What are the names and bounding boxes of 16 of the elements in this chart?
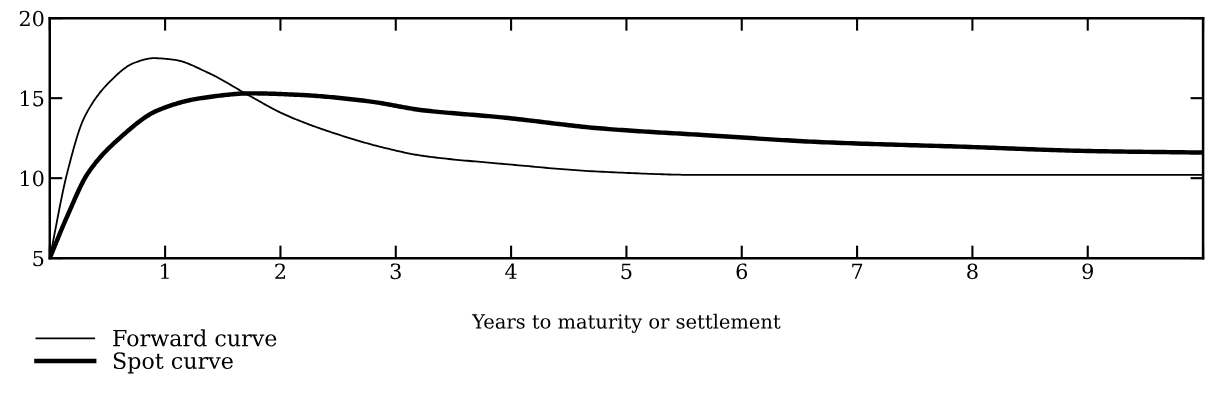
x-tick-label: 6 <box>736 263 748 280</box>
x-tick-label: 3 <box>390 263 401 280</box>
y-tick-label: 5 <box>33 250 44 267</box>
y-tick-label: 20 <box>19 10 44 27</box>
legend-label: Forward curve <box>113 329 277 347</box>
y-tick-label: 15 <box>20 90 44 107</box>
x-tick-label: 1 <box>161 263 169 279</box>
legend-label: Spot curve <box>113 352 233 374</box>
x-tick-label: 8 <box>967 263 978 280</box>
y-tick-label: 10 <box>20 170 44 187</box>
x-tick-label: 5 <box>621 263 632 280</box>
x-axis-title: Years to maturity or settlement <box>471 313 781 333</box>
x-tick-label: 7 <box>852 263 863 279</box>
x-tick-label: 2 <box>275 263 286 279</box>
x-tick-label: 9 <box>1082 263 1093 280</box>
x-tick-label: 4 <box>505 263 517 279</box>
